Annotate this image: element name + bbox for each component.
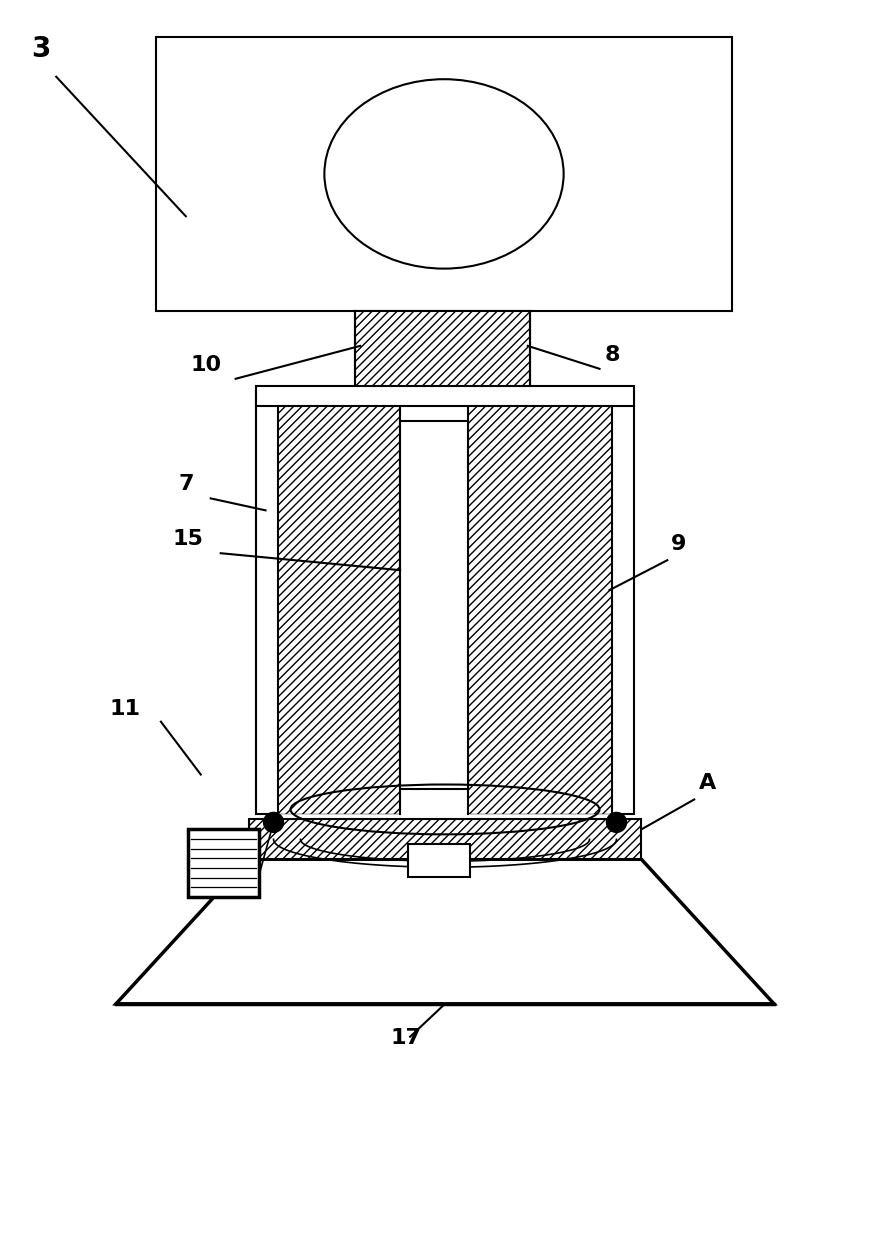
Text: 3: 3	[31, 35, 51, 63]
Text: A: A	[699, 773, 716, 793]
Text: 10: 10	[191, 355, 222, 375]
Bar	[156, 36, 732, 311]
Bar	[400, 420, 468, 789]
Circle shape	[263, 812, 283, 832]
Text: 17: 17	[390, 1027, 421, 1047]
Bar	[613, 390, 634, 814]
Bar	[248, 819, 641, 859]
Bar	[355, 311, 530, 395]
Ellipse shape	[324, 79, 563, 269]
Bar	[188, 829, 259, 897]
Bar	[468, 390, 613, 814]
Text: 15: 15	[173, 529, 204, 549]
Text: 11: 11	[109, 699, 140, 719]
Bar	[255, 385, 634, 405]
Text: 8: 8	[605, 345, 620, 365]
Circle shape	[606, 812, 626, 832]
Polygon shape	[116, 859, 774, 1003]
Text: 9: 9	[672, 534, 687, 554]
Bar	[408, 844, 470, 877]
Bar	[278, 390, 400, 814]
Bar	[255, 390, 278, 814]
Text: 7: 7	[179, 474, 195, 494]
